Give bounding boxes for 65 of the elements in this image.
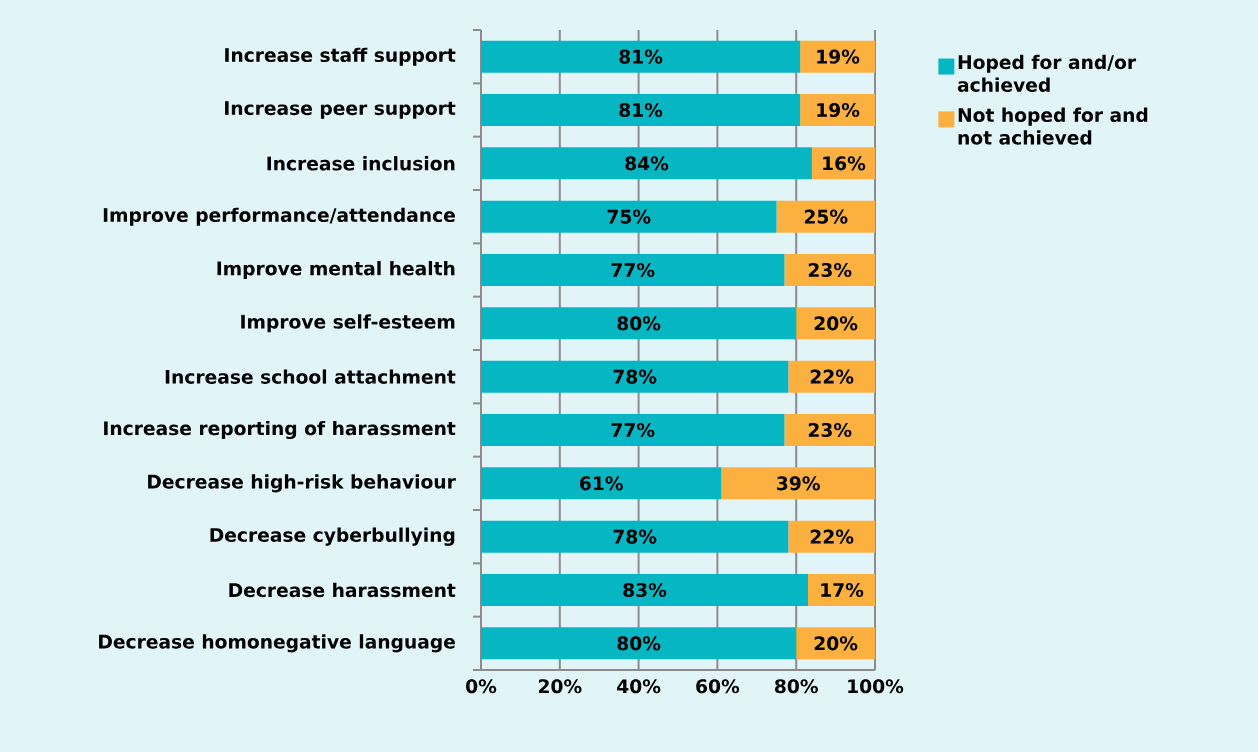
x-tick-label: 80%	[775, 679, 818, 694]
bar	[481, 360, 789, 393]
data-label: 77%	[611, 422, 655, 438]
x-tick-label: 0%	[466, 679, 497, 694]
y-tick-label: Increase staff support	[225, 47, 456, 66]
bar	[784, 254, 875, 286]
data-label: 23%	[808, 262, 852, 278]
x-tick-label: 20%	[538, 679, 582, 694]
data-label: 39%	[777, 476, 820, 491]
bar	[481, 307, 797, 340]
data-label: 80%	[617, 316, 661, 331]
legend-label: Hoped for and/or achieved	[957, 54, 1137, 92]
data-label: 61%	[579, 476, 623, 491]
data-label: 20%	[814, 316, 858, 331]
data-label: 78%	[613, 529, 657, 544]
bar	[796, 307, 875, 340]
bar	[481, 573, 809, 606]
data-label: 25%	[804, 209, 848, 224]
data-label: 83%	[623, 582, 667, 598]
data-label: 20%	[814, 636, 858, 651]
data-label: 19%	[817, 49, 860, 64]
data-label: 80%	[617, 636, 661, 651]
data-label: 22%	[810, 529, 854, 544]
y-tick-label: Improve self-esteem	[241, 314, 455, 333]
bar	[481, 94, 801, 126]
bar	[800, 40, 875, 73]
y-tick-label: Decrease harassment	[229, 582, 456, 598]
bar	[481, 200, 777, 233]
legend-label: Not hoped for and not achieved	[958, 107, 1148, 145]
bar	[481, 254, 785, 286]
y-tick-label: Increase school attachment	[165, 369, 456, 384]
bar	[788, 520, 875, 553]
bar	[788, 360, 875, 393]
data-label: 77%	[611, 262, 655, 278]
data-label: 81%	[619, 49, 663, 64]
data-label: 78%	[613, 369, 657, 384]
y-tick-label: Improve performance/attendance	[103, 207, 455, 226]
y-tick-label: Increase reporting of harassment	[104, 420, 456, 440]
bar	[481, 627, 797, 660]
data-label: 16%	[823, 156, 866, 171]
x-tick-label: 100%	[848, 679, 904, 694]
data-label: 84%	[625, 156, 669, 171]
data-label: 81%	[619, 102, 663, 118]
bar	[721, 467, 875, 500]
bar	[481, 467, 722, 500]
x-tick-label: 60%	[696, 679, 740, 694]
y-tick-label: Decrease high-risk behaviour	[148, 474, 456, 493]
bar	[481, 520, 789, 553]
x-tick-label: 40%	[617, 679, 661, 694]
data-label: 23%	[808, 422, 852, 438]
bar	[796, 627, 875, 660]
bar	[784, 413, 875, 446]
y-tick-label: Decrease cyberbullying	[210, 527, 455, 546]
bar	[481, 413, 785, 446]
data-label: 75%	[607, 209, 651, 224]
bar	[481, 40, 801, 73]
y-tick-label: Decrease homonegative language	[99, 634, 455, 653]
y-tick-label: Improve mental health	[217, 260, 455, 280]
y-tick-label: Increase peer support	[225, 101, 456, 119]
bar	[776, 200, 875, 233]
bar	[481, 147, 812, 180]
data-label: 19%	[817, 102, 860, 118]
y-tick-label: Increase inclusion	[267, 156, 455, 171]
data-label: 17%	[821, 582, 864, 598]
data-label: 22%	[810, 369, 854, 384]
